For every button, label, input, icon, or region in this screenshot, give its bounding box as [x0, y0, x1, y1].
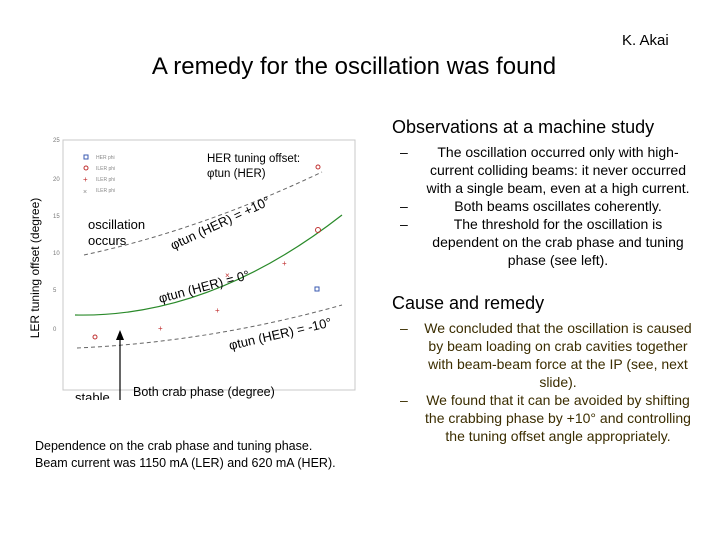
legend-marker-circle — [83, 165, 89, 171]
bullet-dash: – — [400, 320, 408, 336]
threshold-curve-minus10 — [76, 304, 343, 349]
cause-heading: Cause and remedy — [392, 293, 545, 313]
bullet-dash: – — [400, 216, 408, 232]
list-item-text: We concluded that the oscillation is cau… — [424, 320, 692, 390]
data-point: × — [225, 271, 230, 280]
bullet-dash: – — [400, 144, 408, 160]
data-point: + — [215, 306, 220, 315]
legend-entry: ILER phi — [96, 188, 115, 194]
y-tick-label: 10 — [53, 251, 60, 257]
slide-title: A remedy for the oscillation was found — [151, 53, 557, 80]
threshold-chart: LER tuning offset (degree) 25 20 15 10 5… — [28, 138, 356, 400]
data-point: + — [282, 259, 287, 268]
curve-label-plus10: φtun (HER) = +10° — [168, 193, 272, 252]
caption-line: Dependence on the crab phase and tuning … — [35, 439, 313, 453]
legend-entry: ILER phi — [96, 166, 115, 172]
data-point — [315, 227, 321, 233]
observations-heading: Observations at a machine study — [392, 117, 655, 137]
legend: HER phi ILER phi + ILER phi × ILER phi — [83, 154, 115, 196]
observations-list: – The oscillation occurred only with high… — [400, 143, 692, 269]
cause-list: – We concluded that the oscillation is ca… — [400, 319, 692, 445]
stable-label: stable — [75, 390, 110, 400]
legend-marker-square — [83, 154, 89, 160]
stable-arrow-head — [116, 330, 124, 340]
x-axis-label: Both crab phase (degree) — [133, 385, 275, 399]
list-item: – Both beams oscillates coherently. — [400, 197, 692, 215]
data-point — [92, 334, 98, 340]
oscillation-label: occurs — [88, 233, 127, 248]
data-point — [315, 164, 321, 170]
y-ticks: 25 20 15 10 5 0 — [53, 138, 60, 333]
y-tick-label: 20 — [53, 177, 60, 183]
list-item: – The oscillation occurred only with high… — [400, 143, 692, 197]
data-point — [314, 286, 320, 292]
y-tick-label: 25 — [53, 138, 60, 144]
list-item: – We found that it can be avoided by shif… — [400, 391, 692, 445]
figure-caption: Dependence on the crab phase and tuning … — [35, 438, 336, 472]
bullet-dash: – — [400, 198, 408, 214]
bullet-dash: – — [400, 392, 408, 408]
legend-entry: HER phi — [96, 155, 115, 161]
threshold-curve-zero — [74, 214, 343, 316]
list-item-text: The oscillation occurred only with high-… — [426, 144, 690, 196]
list-item-text: Both beams oscillates coherently. — [454, 198, 662, 214]
list-item: – The threshold for the oscillation is de… — [400, 215, 692, 269]
list-item-text: We found that it can be avoided by shift… — [425, 392, 691, 444]
legend-marker-plus: + — [83, 175, 88, 184]
threshold-curve-plus10 — [83, 171, 323, 256]
legend-entry: ILER phi — [96, 177, 115, 183]
her-offset-label: φtun (HER) — [207, 168, 266, 180]
y-tick-label: 0 — [53, 327, 57, 333]
y-axis-label: LER tuning offset (degree) — [28, 198, 42, 339]
her-offset-label: HER tuning offset: — [207, 153, 300, 165]
list-item: – We concluded that the oscillation is ca… — [400, 319, 692, 391]
curve-label-zero: φtun (HER) = 0° — [157, 267, 251, 306]
y-tick-label: 15 — [53, 214, 60, 220]
author-name: K. Akai — [622, 32, 669, 49]
list-item-text: The threshold for the oscillation is dep… — [432, 216, 684, 268]
oscillation-label: oscillation — [88, 217, 145, 232]
data-point: + — [158, 324, 163, 333]
y-tick-label: 5 — [53, 288, 57, 294]
caption-line: Beam current was 1150 mA (LER) and 620 m… — [35, 456, 336, 470]
plot-frame — [62, 139, 356, 391]
legend-marker-cross: × — [83, 189, 87, 196]
data-points: × + + + — [92, 164, 321, 340]
